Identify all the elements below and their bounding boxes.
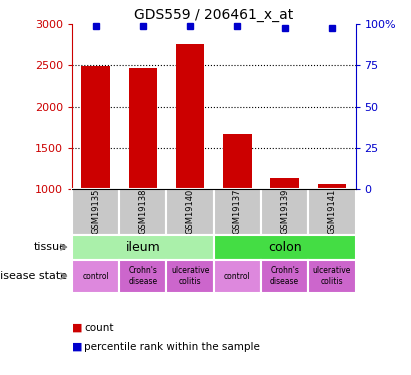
Bar — [129, 68, 157, 189]
Bar — [318, 184, 346, 189]
Bar — [166, 189, 214, 235]
Bar — [223, 135, 252, 189]
Text: GSM19141: GSM19141 — [328, 189, 336, 234]
Bar — [270, 178, 299, 189]
Bar — [119, 189, 166, 235]
Text: ■: ■ — [72, 323, 83, 333]
Text: ileum: ileum — [125, 241, 160, 254]
Text: GSM19135: GSM19135 — [91, 189, 100, 234]
Text: GSM19139: GSM19139 — [280, 189, 289, 234]
Text: tissue: tissue — [34, 242, 67, 252]
Bar — [81, 66, 110, 189]
Bar — [214, 260, 261, 292]
Bar — [261, 189, 308, 235]
Text: GSM19137: GSM19137 — [233, 189, 242, 234]
Text: disease state: disease state — [0, 271, 67, 281]
Bar — [308, 189, 356, 235]
Text: Crohn's
disease: Crohn's disease — [270, 266, 299, 286]
Text: ulcerative
colitis: ulcerative colitis — [313, 266, 351, 286]
Text: control: control — [224, 272, 251, 280]
Bar — [119, 260, 166, 292]
Text: percentile rank within the sample: percentile rank within the sample — [84, 342, 260, 352]
Text: ulcerative
colitis: ulcerative colitis — [171, 266, 209, 286]
Text: control: control — [82, 272, 109, 280]
Bar — [261, 260, 308, 292]
Text: count: count — [84, 323, 114, 333]
Bar — [176, 44, 204, 189]
Bar — [72, 235, 214, 260]
Bar — [214, 235, 356, 260]
Title: GDS559 / 206461_x_at: GDS559 / 206461_x_at — [134, 8, 293, 22]
Bar — [72, 189, 119, 235]
Bar — [72, 260, 119, 292]
Text: ■: ■ — [72, 342, 83, 352]
Bar — [308, 260, 356, 292]
Bar — [214, 189, 261, 235]
Text: Crohn's
disease: Crohn's disease — [128, 266, 157, 286]
Bar — [166, 260, 214, 292]
Text: colon: colon — [268, 241, 301, 254]
Text: GSM19138: GSM19138 — [139, 189, 147, 234]
Text: GSM19140: GSM19140 — [186, 189, 194, 234]
